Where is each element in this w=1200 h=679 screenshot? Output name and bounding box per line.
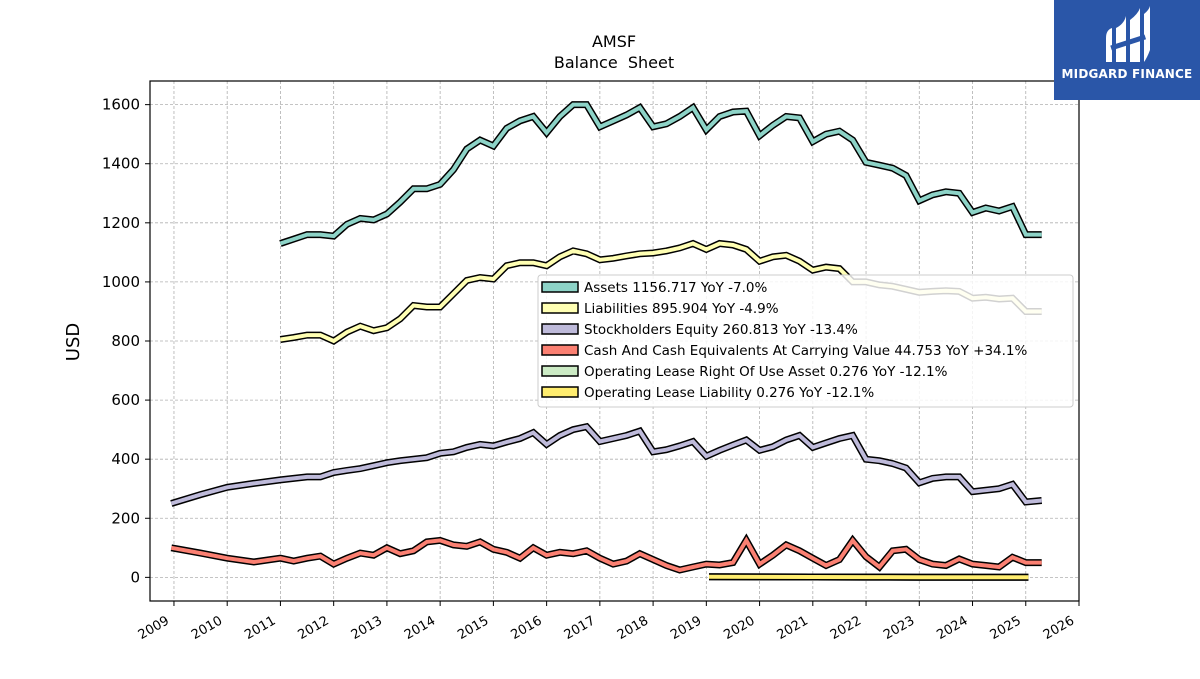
y-tick-label: 1600	[102, 96, 140, 114]
legend-entry: Operating Lease Right Of Use Asset 0.276…	[584, 364, 948, 380]
chart-title: AMSF	[592, 32, 636, 51]
x-tick-label: 2013	[349, 613, 385, 643]
y-tick-label: 0	[130, 568, 140, 586]
x-tick-label: 2020	[721, 613, 757, 643]
x-tick-label: 2015	[455, 613, 491, 643]
y-tick-label: 1000	[102, 273, 140, 291]
x-tick-label: 2026	[1041, 613, 1077, 643]
legend-box	[537, 274, 1074, 408]
x-tick-label: 2018	[615, 613, 651, 643]
x-tick-label: 2016	[508, 613, 544, 643]
legend-entry: Operating Lease Liability 0.276 YoY -12.…	[584, 385, 874, 401]
x-tick-label: 2010	[189, 613, 225, 643]
x-tick-label: 2025	[988, 613, 1024, 643]
chart-subtitle: Balance Sheet	[554, 53, 674, 72]
x-tick-label: 2023	[881, 613, 917, 643]
legend-entry: Cash And Cash Equivalents At Carrying Va…	[584, 343, 1028, 359]
series-layer	[170, 101, 1043, 581]
legend-swatch	[541, 302, 579, 314]
series-line	[708, 574, 1029, 580]
x-tick-label: 2017	[562, 613, 598, 643]
legend-swatch	[541, 386, 579, 398]
series-stockholders-equity	[170, 422, 1043, 507]
series-operating-lease-liability	[708, 573, 1029, 581]
series-line	[170, 424, 1042, 506]
legend-swatch	[541, 323, 579, 335]
y-axis-label: USD	[63, 323, 84, 361]
series-line	[170, 536, 1042, 573]
series-cash-and-cash-equivalents-at-carrying-value	[170, 533, 1042, 574]
x-tick-label: 2009	[136, 613, 172, 643]
x-tick-label: 2022	[828, 613, 864, 643]
x-tick-label: 2024	[934, 613, 970, 643]
x-tick-label: 2011	[242, 613, 278, 643]
y-tick-label: 600	[111, 391, 140, 409]
y-tick-label: 1200	[102, 214, 140, 232]
x-tick-label: 2019	[668, 613, 704, 643]
legend-entry: Assets 1156.717 YoY -7.0%	[584, 280, 768, 296]
legend-entry: Stockholders Equity 260.813 YoY -13.4%	[584, 322, 858, 338]
legend-swatch	[541, 281, 579, 293]
legend-entry: Liabilities 895.904 YoY -4.9%	[584, 301, 779, 317]
logo-brand-text: MIDGARD FINANCE	[1061, 67, 1193, 81]
series-assets	[279, 101, 1042, 247]
legend-swatch	[541, 365, 579, 377]
series-line	[279, 102, 1042, 246]
y-tick-label: 400	[111, 450, 140, 468]
x-tick-label: 2021	[775, 613, 811, 643]
legend-swatch	[541, 344, 579, 356]
midgard-finance-logo: MIDGARD FINANCE	[1054, 0, 1200, 100]
x-tick-label: 2014	[402, 613, 438, 643]
legend: Assets 1156.717 YoY -7.0% Liabilities 895…	[537, 274, 1074, 408]
x-tick-label: 2012	[296, 613, 332, 643]
logo-mark-icon	[1106, 6, 1150, 62]
y-tick-label: 1400	[102, 155, 140, 173]
y-tick-label: 200	[111, 509, 140, 527]
y-tick-label: 800	[111, 332, 140, 350]
